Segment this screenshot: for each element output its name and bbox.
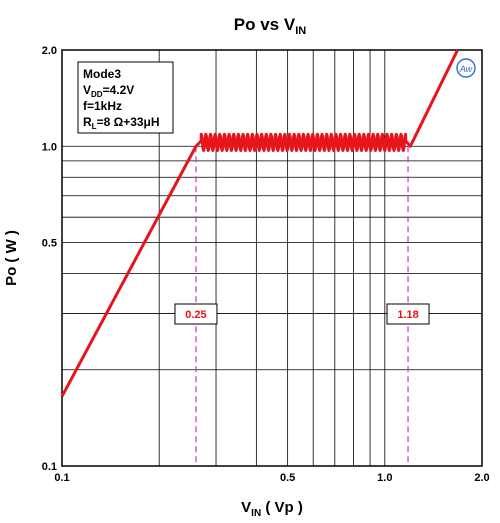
annotation-box bbox=[386, 303, 430, 325]
tick-labels: 0.1 0.5 1.0 2.0 0.1 0.5 1.0 2.0 bbox=[42, 45, 490, 484]
legend-frame bbox=[77, 61, 174, 134]
series-lines bbox=[60, 49, 459, 398]
x-tick-label: 0.5 bbox=[280, 472, 295, 484]
y-tick-label: 0.5 bbox=[42, 238, 57, 250]
y-axis-label: Po ( W ) bbox=[3, 230, 20, 286]
annotation-label: 1.18 bbox=[397, 309, 418, 321]
legend-line-3: f=1kHz bbox=[83, 99, 122, 113]
x-tick-label: 2.0 bbox=[474, 472, 489, 484]
legend-line-1: Mode3 bbox=[83, 67, 121, 81]
series-line bbox=[60, 49, 459, 398]
x-tick-label: 0.1 bbox=[54, 472, 69, 484]
y-tick-label: 2.0 bbox=[42, 45, 57, 57]
logo-text: Aw bbox=[459, 64, 473, 74]
annotation-markers bbox=[195, 146, 409, 466]
legend-line-2: VDD=4.2V bbox=[83, 83, 134, 99]
x-axis-label: VIN ( Vp ) bbox=[241, 499, 303, 519]
legend-line-4: RL=8 Ω+33μH bbox=[83, 115, 160, 131]
annotation-label: 0.25 bbox=[185, 309, 206, 321]
logo-icon: Aw bbox=[456, 58, 476, 78]
x-tick-label: 1.0 bbox=[377, 472, 392, 484]
y-tick-label: 1.0 bbox=[42, 141, 57, 153]
legend-box: Mode3 VDD=4.2V f=1kHz RL=8 Ω+33μH bbox=[77, 61, 174, 134]
annotation-box bbox=[174, 303, 218, 325]
y-tick-label: 0.1 bbox=[42, 461, 57, 473]
chart-title: Po vs VIN bbox=[234, 15, 306, 37]
annotation-boxes: 0.25 1.18 bbox=[174, 303, 430, 325]
